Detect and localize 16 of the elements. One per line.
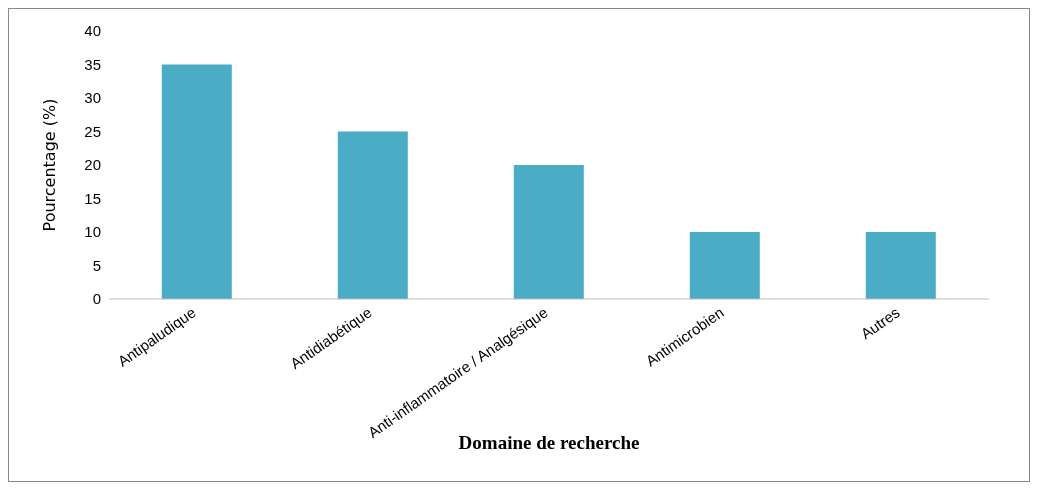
- y-tick-label: 40: [84, 22, 101, 40]
- bar: [161, 64, 232, 299]
- bar: [865, 232, 936, 299]
- y-tick-label: 20: [84, 156, 101, 174]
- y-tick-label: 5: [92, 256, 101, 274]
- y-axis-title: Pourcentage (%): [39, 98, 59, 232]
- bar: [689, 232, 760, 299]
- bar: [337, 131, 408, 299]
- y-tick-label: 30: [84, 89, 101, 107]
- bar: [513, 165, 584, 299]
- y-tick-label: 10: [84, 223, 101, 241]
- y-tick-label: 0: [92, 290, 101, 308]
- x-axis-title: Domaine de recherche: [458, 432, 640, 453]
- y-tick-label: 35: [84, 55, 101, 73]
- y-tick-label: 15: [84, 189, 101, 207]
- y-tick-label: 25: [84, 122, 101, 140]
